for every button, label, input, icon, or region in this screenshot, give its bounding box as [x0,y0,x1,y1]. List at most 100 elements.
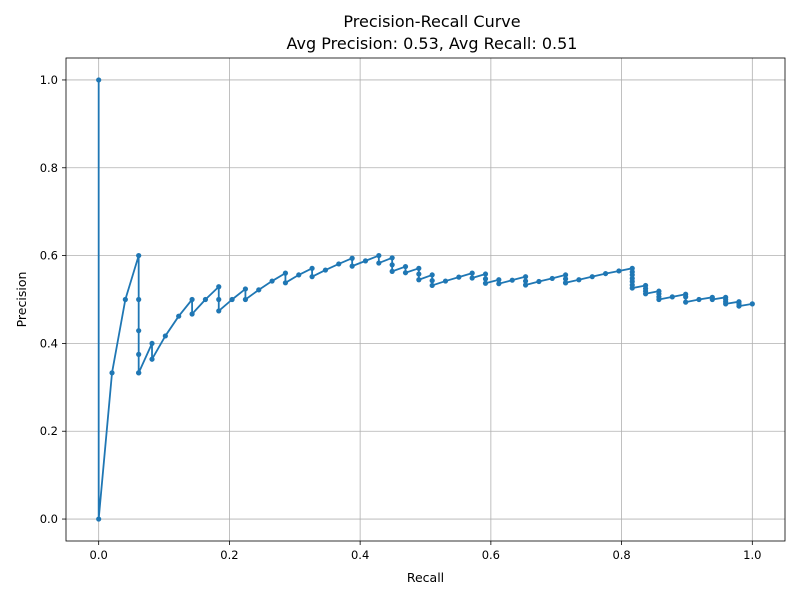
data-point [562,280,569,286]
series-line [97,79,753,520]
data-point [149,356,155,362]
data-point [482,271,489,277]
data-point [309,274,315,280]
data-point [402,263,409,270]
chart-subtitle: Avg Precision: 0.53, Avg Recall: 0.51 [287,34,578,53]
data-point [296,272,302,278]
data-point [349,263,355,269]
data-point [522,274,529,280]
data-point [429,278,435,284]
data-point [536,278,542,285]
x-tick-label: 0.6 [482,548,500,562]
data-point [309,265,315,271]
x-tick-label: 1.0 [743,548,761,562]
data-point [136,252,142,259]
y-tick-label: 0.4 [40,336,58,350]
data-point [629,285,635,291]
data-point [496,281,502,287]
data-point [389,268,395,274]
data-point [749,301,755,307]
data-point [336,261,342,267]
data-point [642,291,649,297]
y-tick-label: 1.0 [40,73,58,87]
data-point [136,370,142,376]
data-point [376,260,382,266]
series-layer [96,77,755,522]
data-point [136,328,142,334]
y-tick-label: 0.8 [40,161,58,175]
data-point [723,301,729,307]
x-tick-label: 0.8 [612,548,630,562]
data-point [376,252,382,259]
data-point [616,268,622,274]
data-point [482,280,489,286]
data-point [709,296,715,303]
data-point [202,296,209,303]
data-point [322,267,329,273]
data-point [389,262,395,268]
data-point [442,278,449,284]
data-point [683,294,689,300]
data-point [122,296,128,303]
data-point [96,516,102,522]
data-point [282,270,289,276]
data-point [349,255,355,261]
data-point [389,255,395,261]
data-point [109,370,115,376]
data-point [562,272,569,278]
chart-title: Precision-Recall Curve [343,12,520,31]
data-point [176,313,182,319]
x-tick-label: 0.2 [220,548,238,562]
data-point [242,296,249,303]
x-tick-label: 0.0 [90,548,108,562]
data-point [456,274,462,280]
y-tick-label: 0.2 [40,424,58,438]
y-axis-label: Precision [14,272,29,328]
data-point [416,265,422,271]
data-point [416,277,422,283]
data-point [189,311,195,317]
x-axis-label: Recall [407,570,444,585]
x-axis-ticks: 0.0 0.2 0.4 0.6 0.8 1.0 [90,541,761,562]
data-point [429,272,435,278]
y-tick-label: 0.0 [40,512,58,526]
data-point [256,287,262,293]
data-point [216,308,222,314]
data-point [269,278,275,284]
data-point [656,296,662,303]
data-point [149,340,155,347]
data-point [522,278,529,284]
data-point [162,333,168,339]
data-point [736,303,742,309]
x-tick-label: 0.4 [351,548,369,562]
data-point [562,276,569,282]
data-point [136,296,142,303]
data-point [136,351,142,357]
data-point [429,282,435,289]
data-point [189,296,195,303]
data-point [683,299,689,305]
data-point [362,258,369,264]
y-tick-label: 0.6 [40,249,58,263]
data-point [549,275,555,282]
data-point [469,270,475,276]
data-point [282,280,289,286]
data-point [242,286,249,292]
data-point [229,296,235,303]
data-point [576,277,582,283]
grid-lines [66,58,785,541]
y-axis-ticks: 0.0 0.2 0.4 0.6 0.8 1.0 [40,73,66,526]
plot-frame [65,57,786,542]
data-point [522,282,529,288]
data-point [469,275,475,281]
data-point [669,294,675,300]
data-point [496,277,502,283]
data-point [416,271,422,277]
data-point [216,284,222,290]
data-point [589,274,595,280]
data-point [602,270,609,277]
data-point [482,276,489,282]
data-point [402,270,409,276]
data-point [96,77,102,83]
